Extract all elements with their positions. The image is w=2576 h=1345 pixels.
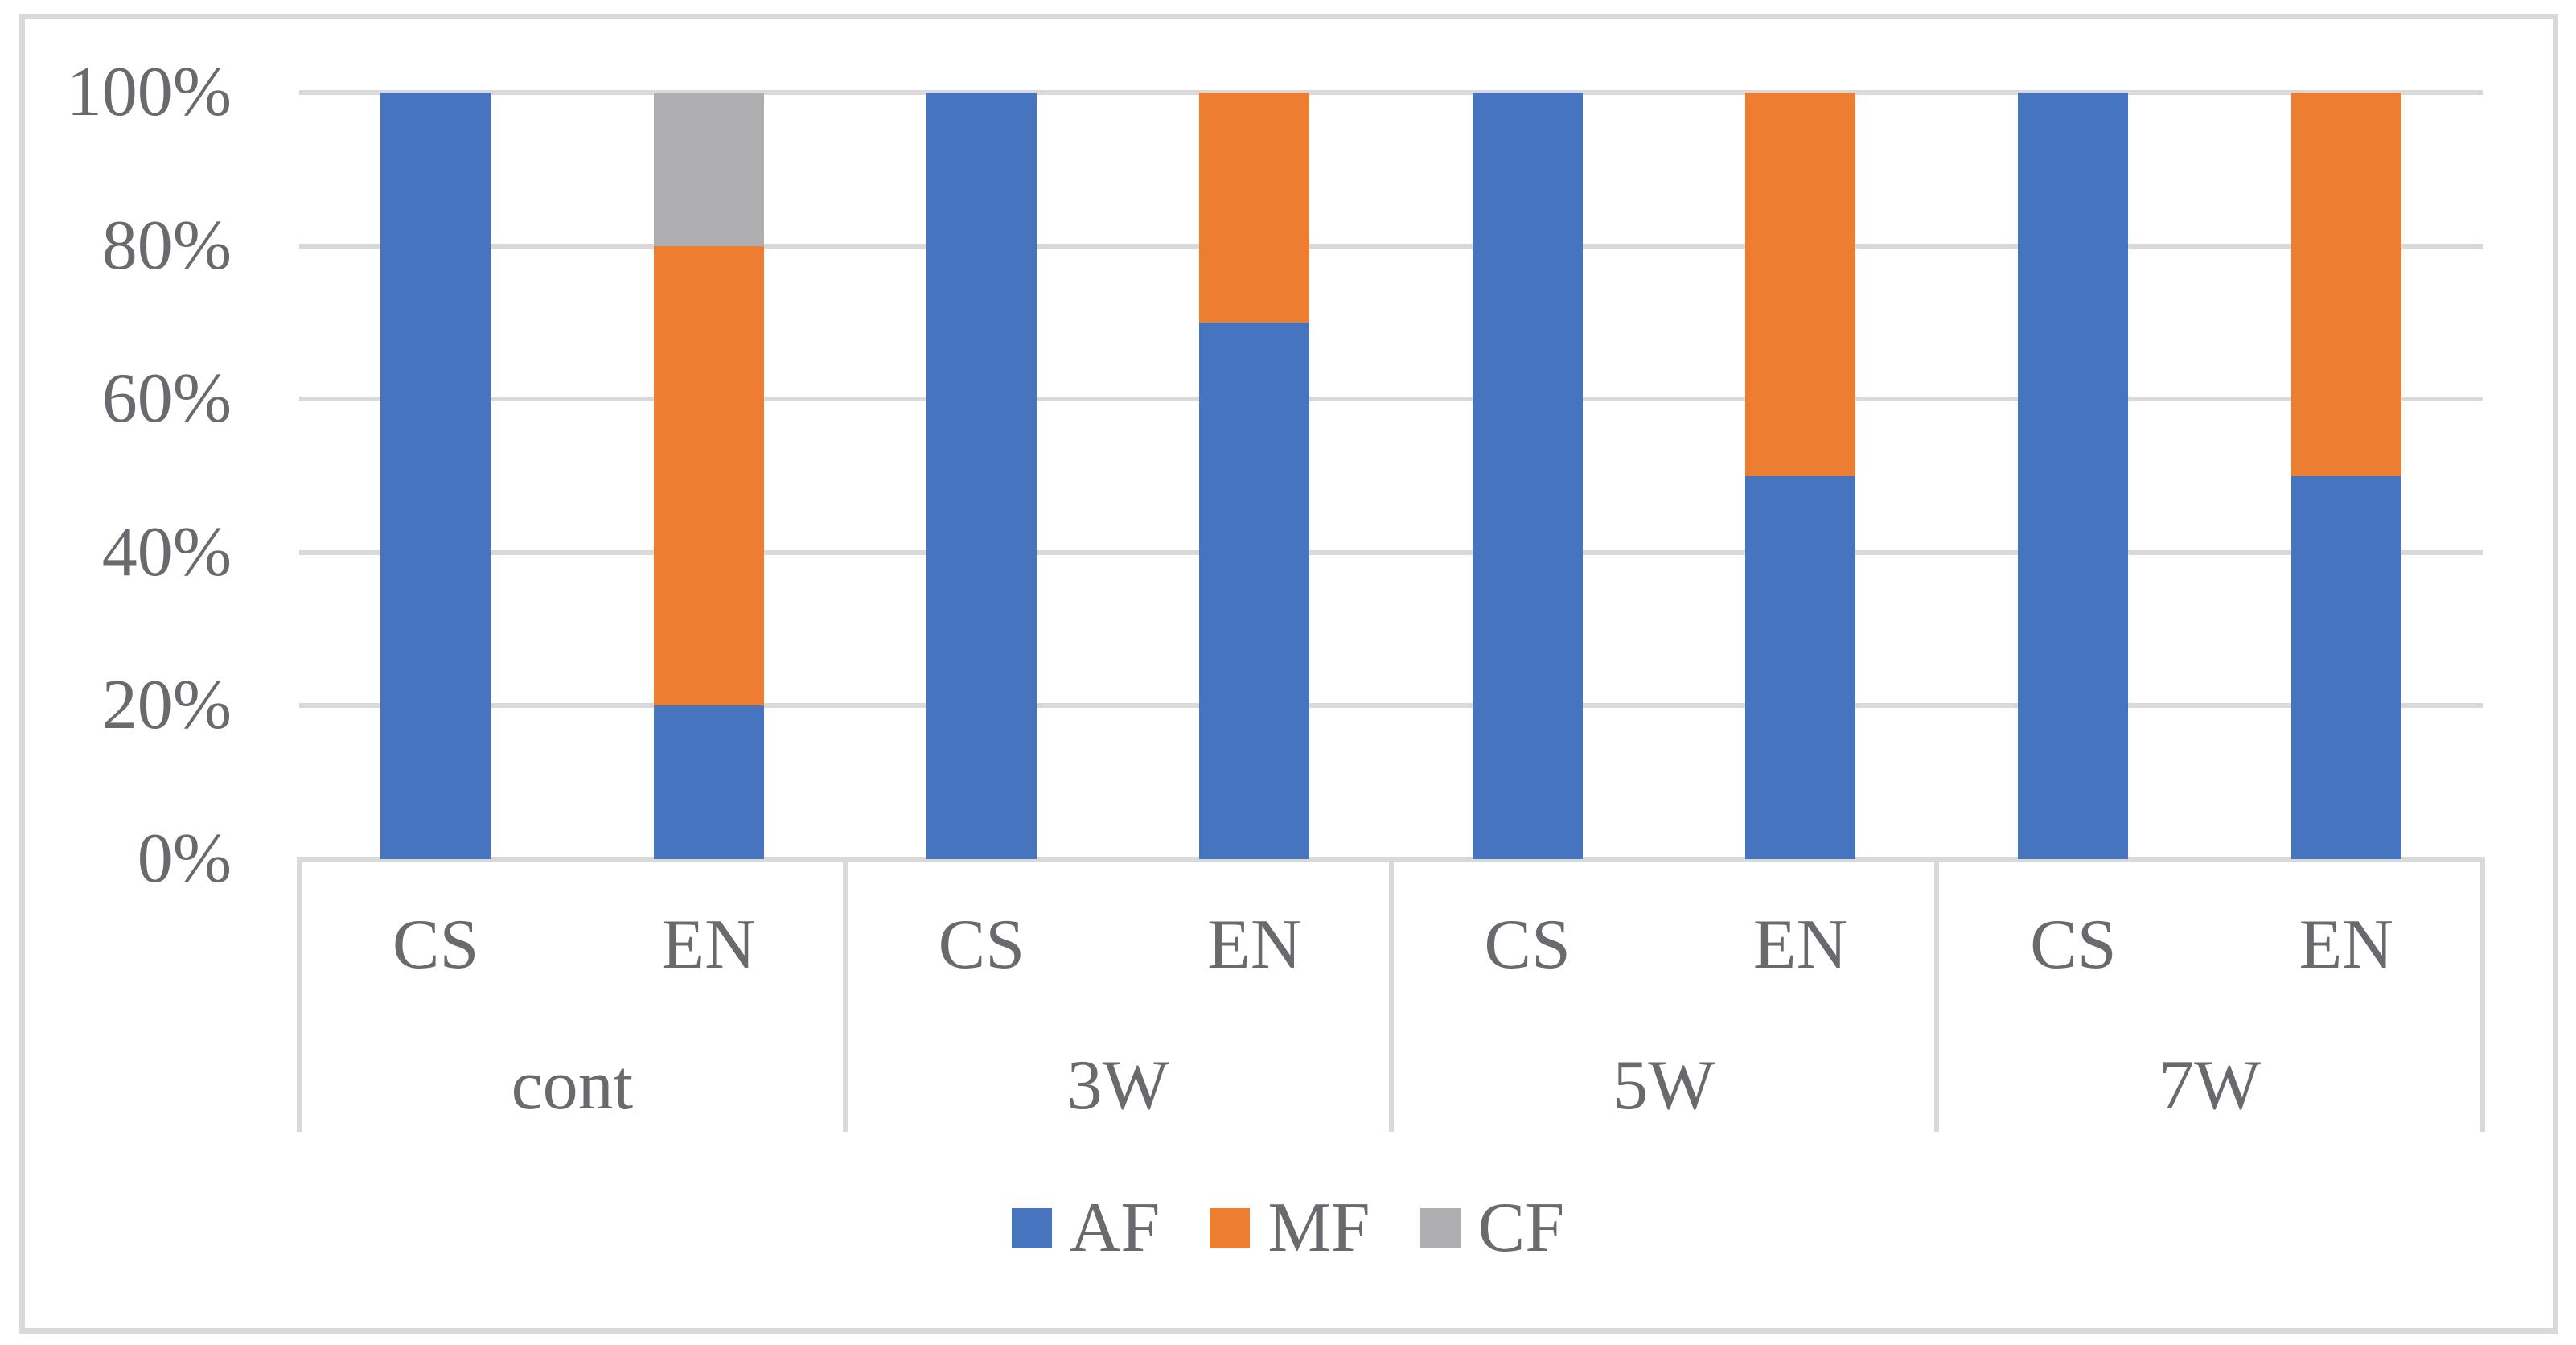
category-group-divider <box>1388 859 1394 1132</box>
gridline-60% <box>299 397 2483 402</box>
legend-label-MF: MF <box>1267 1189 1370 1267</box>
y-tick-label-40%: 40% <box>101 512 232 591</box>
bar-segment-AF-3W-EN <box>1199 322 1310 859</box>
category-group-divider <box>297 859 302 1132</box>
legend-label-AF: AF <box>1069 1189 1161 1267</box>
legend-item-CF: CF <box>1419 1189 1565 1267</box>
chart-outer-border <box>19 14 2558 1334</box>
group-label-cont: cont <box>511 1047 634 1125</box>
category-group-divider <box>2480 859 2485 1132</box>
legend-marker-CF-icon <box>1419 1208 1461 1248</box>
legend-marker-AF-icon <box>1011 1208 1052 1248</box>
y-tick-label-20%: 20% <box>101 666 232 745</box>
category-label-EN: EN <box>1752 906 1848 984</box>
category-label-CS: CS <box>1484 906 1571 984</box>
group-label-3W: 3W <box>1066 1047 1169 1125</box>
bar-segment-AF-5W-CS <box>1472 93 1583 859</box>
category-label-CS: CS <box>392 906 479 984</box>
category-label-CS: CS <box>2030 906 2117 984</box>
category-label-EN: EN <box>1207 906 1302 984</box>
bar-segment-AF-cont-CS <box>380 93 491 859</box>
gridline-40% <box>299 549 2483 555</box>
category-label-CS: CS <box>938 906 1025 984</box>
legend-item-MF: MF <box>1210 1190 1370 1267</box>
bar-segment-AF-7W-CS <box>2018 93 2129 859</box>
gridline-80% <box>299 243 2483 249</box>
legend: AF MF CF <box>0 1188 2576 1269</box>
gridline-100% <box>299 90 2483 95</box>
y-tick-label-80%: 80% <box>101 206 232 285</box>
category-label-EN: EN <box>661 906 756 984</box>
bar-segment-MF-7W-EN <box>2290 93 2401 476</box>
legend-marker-MF-icon <box>1210 1208 1251 1248</box>
bar-segment-MF-cont-EN <box>653 245 764 706</box>
plot-area <box>299 93 2483 859</box>
bar-segment-MF-3W-EN <box>1199 93 1310 323</box>
category-label-EN: EN <box>2299 906 2393 984</box>
gridline-20% <box>299 703 2483 709</box>
bar-segment-AF-3W-CS <box>926 93 1037 859</box>
group-label-7W: 7W <box>2159 1047 2262 1125</box>
y-tick-label-0%: 0% <box>137 820 232 898</box>
bar-segment-AF-7W-EN <box>2290 475 2401 859</box>
category-group-divider <box>842 859 848 1132</box>
bar-segment-AF-5W-EN <box>1745 475 1856 859</box>
legend-item-AF: AF <box>1011 1189 1161 1267</box>
bar-segment-CF-cont-EN <box>653 93 764 246</box>
y-tick-label-60%: 60% <box>101 360 232 438</box>
legend-label-CF: CF <box>1477 1189 1565 1267</box>
bar-segment-AF-cont-EN <box>653 705 764 859</box>
category-group-divider <box>1934 859 1940 1132</box>
group-label-5W: 5W <box>1613 1047 1715 1125</box>
y-tick-label-100%: 100% <box>66 53 232 131</box>
bar-segment-MF-5W-EN <box>1745 93 1856 476</box>
